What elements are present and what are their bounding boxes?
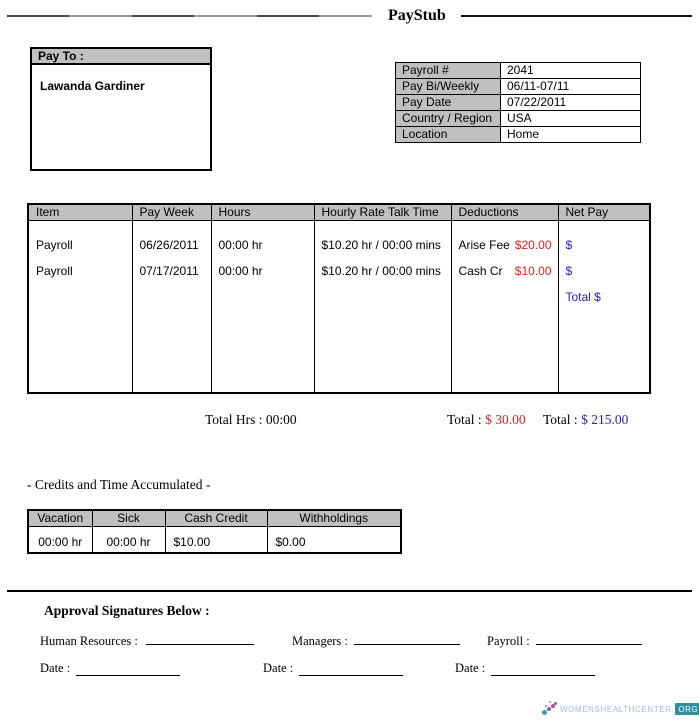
vacation-value: 00:00 hr xyxy=(27,526,93,553)
net-pay-total-label: Total $ xyxy=(565,290,601,304)
table-header-row: Item Pay Week Hours Hourly Rate Talk Tim… xyxy=(27,203,651,221)
date-field-human-resources: Date : xyxy=(40,661,181,676)
signature-line[interactable] xyxy=(535,634,642,645)
signature-label: Payroll : xyxy=(487,634,530,648)
credits-table: Vacation Sick Cash Credit Withholdings 0… xyxy=(27,509,402,554)
col-header-sick: Sick xyxy=(91,509,166,527)
total-net-amount: $ 215.00 xyxy=(581,412,629,427)
date-label: Date : xyxy=(455,661,486,675)
table-header-row: Vacation Sick Cash Credit Withholdings xyxy=(27,509,402,527)
brand-name: WOMENSHEALTHCENTER. xyxy=(560,704,675,714)
country-region-value: USA xyxy=(500,110,641,127)
totals-row: Total Hrs : 00:00 Total : $ 30.00 Total … xyxy=(0,412,699,430)
total-deductions-amount: $ 30.00 xyxy=(485,412,526,427)
table-body-row: Payroll Payroll 06/26/2011 07/17/2011 00… xyxy=(27,220,651,393)
hours-column: 00:00 hr 00:00 hr xyxy=(210,220,315,393)
col-header-cash-credit: Cash Credit xyxy=(164,509,268,527)
item-cell: Payroll xyxy=(36,238,73,252)
pay-biweekly-label: Pay Bi/Weekly xyxy=(395,78,501,95)
deduction-label: Arise Fee xyxy=(458,238,510,252)
deduction-cell: Arise Fee $20.00 xyxy=(459,238,558,252)
total-net-label: Total : xyxy=(543,412,582,427)
col-header-vacation: Vacation xyxy=(27,509,93,527)
location-label: Location xyxy=(395,126,501,143)
credits-section-heading: - Credits and Time Accumulated - xyxy=(27,477,211,492)
pay-week-cell: 07/17/2011 xyxy=(139,264,199,278)
table-row: Location Home xyxy=(395,126,641,143)
net-pay-cell: $ xyxy=(565,264,573,278)
header-rule-left xyxy=(7,15,372,17)
pay-date-value: 07/22/2011 xyxy=(500,94,641,111)
net-pay-column: $ $ Total $ xyxy=(557,220,651,393)
col-header-deductions: Deductions xyxy=(450,203,559,221)
brand-org-badge: ORG xyxy=(675,703,699,715)
signature-label: Managers : xyxy=(292,634,348,648)
item-column: Payroll Payroll xyxy=(27,220,133,393)
table-row: Payroll # 2041 xyxy=(395,62,641,79)
item-cell: Payroll xyxy=(36,264,73,278)
col-header-net-pay: Net Pay xyxy=(557,203,651,221)
signature-payroll: Payroll : xyxy=(487,634,642,649)
signature-line[interactable] xyxy=(353,634,460,645)
pay-date-label: Pay Date xyxy=(395,94,501,111)
table-body-row: 00:00 hr 00:00 hr $10.00 $0.00 xyxy=(27,526,402,553)
approval-heading: Approval Signatures Below : xyxy=(44,603,210,618)
date-field-managers: Date : xyxy=(263,661,404,676)
brand-swirl-icon xyxy=(541,700,558,718)
deductions-column: Arise Fee $20.00 Cash Cr $10.00 xyxy=(450,220,559,393)
deduction-amount: $10.00 xyxy=(514,264,552,278)
footer-brand: WOMENSHEALTHCENTER. ORG xyxy=(541,699,699,719)
col-header-item: Item xyxy=(27,203,133,221)
pay-week-cell: 06/26/2011 xyxy=(139,238,199,252)
net-pay-cell: $ xyxy=(565,238,573,252)
hourly-rate-column: $10.20 hr / 00:00 mins $10.20 hr / 00:00… xyxy=(313,220,452,393)
date-field-payroll: Date : xyxy=(455,661,596,676)
approval-divider xyxy=(7,590,692,592)
table-row: Pay Bi/Weekly 06/11-07/11 xyxy=(395,78,641,95)
pay-items-table: Item Pay Week Hours Hourly Rate Talk Tim… xyxy=(27,203,651,394)
payee-name: Lawanda Gardiner xyxy=(40,79,145,93)
hours-cell: 00:00 hr xyxy=(218,238,263,252)
payroll-number-value: 2041 xyxy=(500,62,641,79)
pay-to-label: Pay To : xyxy=(32,49,210,65)
col-header-withholdings: Withholdings xyxy=(266,509,402,527)
col-header-hours: Hours xyxy=(210,203,315,221)
signature-line[interactable] xyxy=(145,634,254,645)
cash-credit-value: $10.00 xyxy=(164,526,268,553)
page-title: PayStub xyxy=(388,7,446,24)
deduction-label: Cash Cr xyxy=(458,264,503,278)
deduction-amount: $20.00 xyxy=(514,238,552,252)
date-label: Date : xyxy=(263,661,294,675)
hours-cell: 00:00 hr xyxy=(218,264,263,278)
payroll-info-table: Payroll # 2041 Pay Bi/Weekly 06/11-07/11… xyxy=(395,62,641,143)
sick-value: 00:00 hr xyxy=(91,526,166,553)
withholdings-value: $0.00 xyxy=(266,526,402,553)
pay-to-box: Pay To : Lawanda Gardiner xyxy=(30,47,212,171)
hourly-rate-cell: $10.20 hr / 00:00 mins xyxy=(321,264,441,278)
date-line[interactable] xyxy=(76,665,181,676)
signature-managers: Managers : xyxy=(292,634,460,649)
total-hours: Total Hrs : 00:00 xyxy=(205,412,297,427)
total-net-pay: Total : $ 215.00 xyxy=(543,412,628,428)
payroll-number-label: Payroll # xyxy=(395,62,501,79)
date-line[interactable] xyxy=(299,665,404,676)
col-header-pay-week: Pay Week xyxy=(131,203,212,221)
pay-week-column: 06/26/2011 07/17/2011 xyxy=(131,220,212,393)
table-row: Country / Region USA xyxy=(395,110,641,127)
total-deductions-label: Total : xyxy=(447,412,486,427)
header-rule-right xyxy=(461,15,692,17)
deduction-cell: Cash Cr $10.00 xyxy=(459,264,558,278)
col-header-hourly-rate: Hourly Rate Talk Time xyxy=(313,203,452,221)
signature-label: Human Resources : xyxy=(40,634,138,648)
table-row: Pay Date 07/22/2011 xyxy=(395,94,641,111)
hourly-rate-cell: $10.20 hr / 00:00 mins xyxy=(321,238,441,252)
date-line[interactable] xyxy=(491,665,596,676)
location-value: Home xyxy=(500,126,641,143)
total-deductions: Total : $ 30.00 xyxy=(447,412,526,428)
signature-human-resources: Human Resources : xyxy=(40,634,254,649)
date-label: Date : xyxy=(40,661,71,675)
pay-biweekly-value: 06/11-07/11 xyxy=(500,78,641,95)
country-region-label: Country / Region xyxy=(395,110,501,127)
